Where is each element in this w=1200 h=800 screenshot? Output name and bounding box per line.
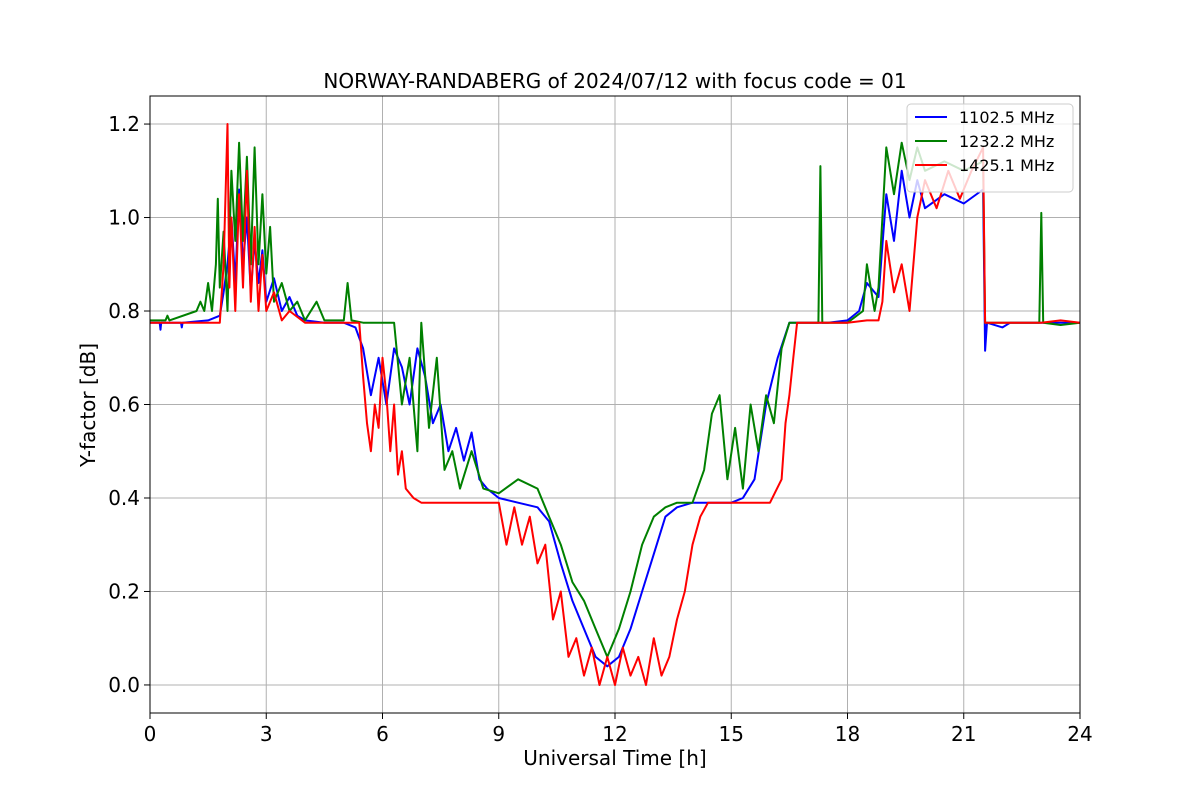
y-tick-label: 0.0 bbox=[108, 673, 140, 697]
series-group bbox=[150, 123, 1081, 686]
x-tick-label: 0 bbox=[144, 722, 157, 746]
x-tick-label: 18 bbox=[835, 722, 860, 746]
series-line-3 bbox=[150, 123, 1081, 686]
legend-label: 1232.2 MHz bbox=[959, 132, 1054, 151]
x-axis-ticks: 0 3 6 9 12 15 18 21 24 bbox=[144, 713, 1093, 746]
y-tick-label: 0.4 bbox=[108, 486, 140, 510]
x-tick-label: 24 bbox=[1067, 722, 1092, 746]
x-tick-label: 3 bbox=[260, 722, 273, 746]
x-tick-label: 21 bbox=[951, 722, 976, 746]
y-tick-label: 1.2 bbox=[108, 112, 140, 136]
y-tick-label: 1.0 bbox=[108, 206, 140, 230]
y-tick-label: 0.2 bbox=[108, 579, 140, 603]
y-tick-label: 0.8 bbox=[108, 299, 140, 323]
x-tick-label: 15 bbox=[719, 722, 744, 746]
x-tick-label: 6 bbox=[376, 722, 389, 746]
legend-label: 1102.5 MHz bbox=[959, 108, 1054, 127]
chart-title: NORWAY-RANDABERG of 2024/07/12 with focu… bbox=[323, 69, 906, 93]
legend: 1102.5 MHz 1232.2 MHz 1425.1 MHz bbox=[906, 103, 1074, 193]
y-axis-label: Y-factor [dB] bbox=[76, 343, 100, 468]
x-axis-label: Universal Time [h] bbox=[523, 746, 706, 770]
y-axis-ticks: 0.0 0.2 0.4 0.6 0.8 1.0 1.2 bbox=[108, 112, 150, 697]
series-line-2 bbox=[150, 141, 1081, 658]
legend-label: 1425.1 MHz bbox=[959, 156, 1054, 175]
x-tick-label: 9 bbox=[492, 722, 505, 746]
x-tick-label: 12 bbox=[602, 722, 627, 746]
legend-box bbox=[906, 103, 1074, 193]
y-tick-label: 0.6 bbox=[108, 393, 140, 417]
